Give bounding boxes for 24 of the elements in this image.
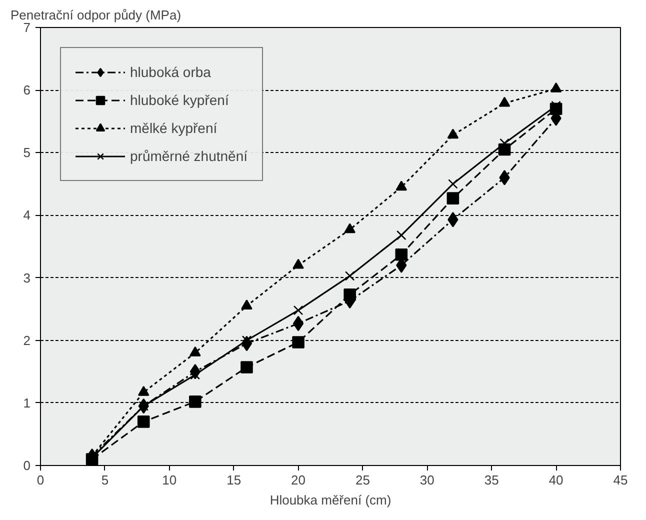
y-tick-label: 6 xyxy=(23,82,31,98)
x-tick-label: 35 xyxy=(484,472,499,488)
x-axis-title: Hloubka měření (cm) xyxy=(270,492,392,508)
y-tick-label: 0 xyxy=(23,458,31,473)
x-tick-label: 40 xyxy=(548,472,564,488)
y-tick-label: 4 xyxy=(23,208,31,223)
x-tick-label: 15 xyxy=(226,472,242,488)
y-tick-label: 7 xyxy=(23,20,31,35)
x-tick-label: 0 xyxy=(36,472,44,488)
x-tick-label: 10 xyxy=(162,472,177,488)
x-tick-label: 20 xyxy=(291,472,306,488)
y-tick-label: 1 xyxy=(23,395,31,410)
x-tick-label: 45 xyxy=(613,472,628,488)
x-tick-label: 5 xyxy=(101,472,109,488)
y-tick-label: 5 xyxy=(23,145,31,160)
y-axis-title: Penetrační odpor půdy (MPa) xyxy=(10,8,182,22)
legend-label: průměrné zhutnění xyxy=(130,148,248,164)
y-tick-label: 2 xyxy=(23,332,31,348)
legend-label: hluboká orba xyxy=(130,64,211,80)
y-tick-label: 3 xyxy=(23,270,31,286)
x-tick-label: 30 xyxy=(420,472,434,488)
legend-label: hluboké kypření xyxy=(130,92,229,108)
legend-label: mělké kypření xyxy=(130,120,218,136)
x-tick-label: 25 xyxy=(355,472,370,488)
